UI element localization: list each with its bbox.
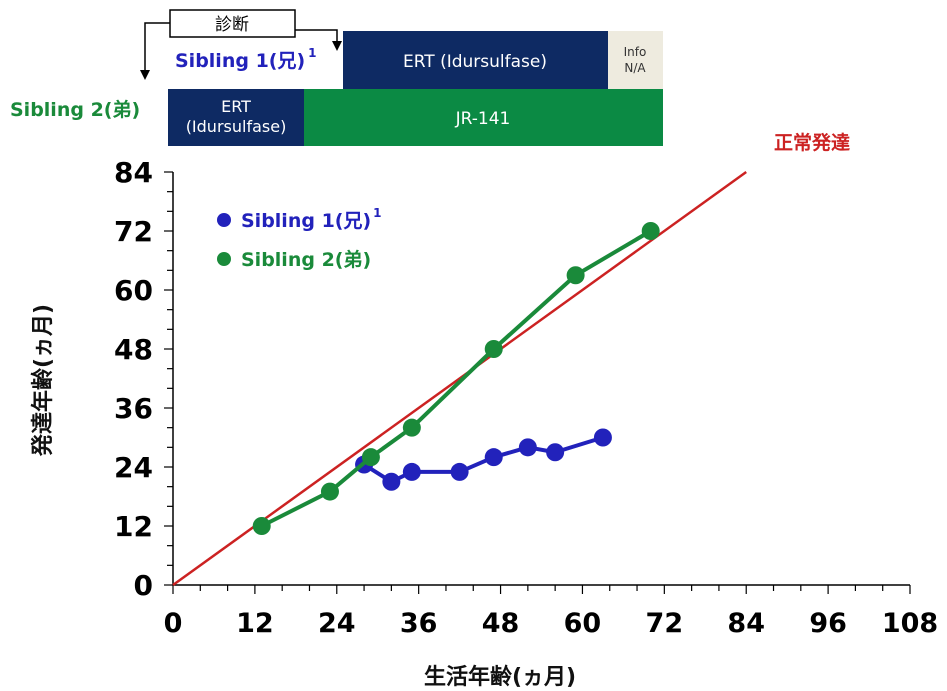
x-tick-label: 84: [727, 608, 765, 639]
sibling2-label: Sibling 2(弟): [10, 98, 140, 121]
y-tick-label: 60: [114, 274, 153, 307]
y-tick-label: 24: [114, 451, 153, 484]
diagnosis-arrowhead-right: [332, 41, 342, 51]
series-2: [252, 222, 660, 535]
sibling2-ert-line1: ERT: [221, 97, 251, 116]
sibling2-jr141-label: JR-141: [455, 109, 511, 129]
x-tick-label: 12: [236, 608, 274, 639]
series-2-point: [252, 517, 271, 535]
legend-label-2: Sibling 2(弟): [241, 248, 371, 271]
diagnosis-label: 診断: [215, 15, 249, 35]
sibling2-ert-line2: (Idursulfase): [186, 117, 287, 136]
sibling1-info-na-box: [608, 31, 663, 89]
legend-marker-1: [217, 213, 231, 227]
development-chart: 0 12 24 36 48 60 72 84 96 108 0 12 24 36 48 60 72 84 Sibl…: [30, 131, 938, 690]
series-1-point: [450, 462, 469, 481]
legend-marker-2: [217, 252, 231, 266]
x-tick-label: 24: [318, 608, 356, 639]
legend-superscript-1: 1: [373, 206, 381, 220]
y-tick-label: 84: [114, 156, 153, 189]
x-tick-label: 36: [400, 608, 438, 639]
sibling1-ert-bar: [343, 31, 608, 89]
y-tick-label: 36: [114, 392, 153, 425]
y-axis-title: 発達年齢(ヵ月): [30, 304, 56, 457]
sibling2-jr141-bar: [304, 89, 663, 146]
x-tick-label: 48: [482, 608, 520, 639]
series-2-point: [320, 482, 339, 501]
legend-label-1: Sibling 1(兄): [241, 210, 371, 232]
series-1-line: [363, 435, 604, 484]
x-tick-label: 96: [809, 608, 847, 639]
x-axis-title: 生活年齢(ヵ月): [424, 664, 576, 690]
series-2-line: [260, 229, 652, 528]
series-1-point: [518, 438, 537, 457]
series-2-point: [402, 418, 421, 437]
normal-development-label: 正常発達: [774, 131, 850, 154]
x-tick-label: 60: [564, 608, 602, 639]
diagnosis-arrowhead-left: [140, 70, 150, 80]
legend: Sibling 1(兄) 1 Sibling 2(弟): [217, 206, 382, 271]
series-1: [355, 428, 612, 491]
x-tick-label: 0: [164, 608, 183, 639]
series-1-point: [402, 462, 421, 481]
y-tick-label: 72: [114, 215, 153, 248]
diagnosis-arrow-left: [144, 22, 170, 72]
y-tick-label: 0: [134, 569, 153, 602]
x-tick-label: 108: [882, 608, 938, 639]
treatment-timeline: 診断 Sibling 1(兄) 1 ERT (Idursulfase) Info…: [10, 9, 663, 146]
y-tick-label: 48: [114, 333, 153, 366]
y-tick-label: 12: [114, 510, 153, 543]
sibling2-ert-bar: [168, 89, 304, 146]
info-na-line1: Info: [624, 45, 647, 59]
series-1-point: [484, 448, 503, 467]
info-na-line2: N/A: [624, 61, 646, 75]
sibling1-superscript: 1: [308, 46, 316, 60]
sibling1-ert-label: ERT (Idursulfase): [403, 52, 547, 72]
diagnosis-arrow-right: [295, 29, 338, 42]
series-2-point: [566, 266, 585, 285]
normal-development-line: [172, 170, 747, 587]
series-1-point: [382, 472, 401, 491]
sibling1-label: Sibling 1(兄): [175, 50, 305, 72]
series-2-point: [641, 222, 660, 240]
x-tick-label: 72: [646, 608, 684, 639]
series-2-point: [484, 340, 503, 358]
series-2-point: [361, 448, 380, 467]
series-1-point: [593, 428, 612, 447]
series-1-point: [546, 443, 565, 462]
